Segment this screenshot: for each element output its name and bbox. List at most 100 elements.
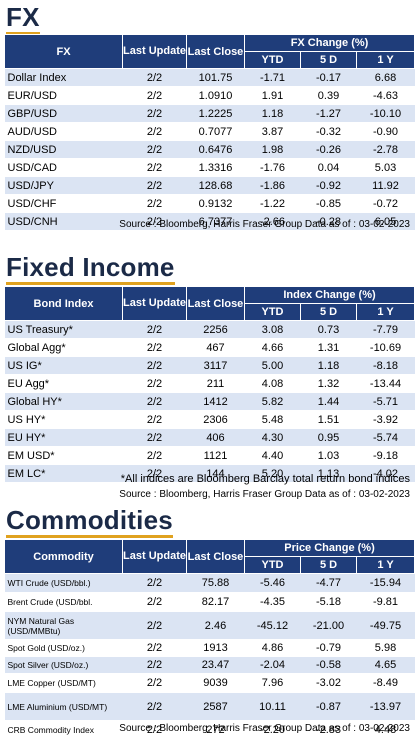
fixed-income-cell-1y: -5.71	[356, 392, 415, 411]
fx-cell-1y: -4.63	[356, 86, 415, 105]
fixed-income-cell-last-close: 467	[186, 338, 245, 357]
fx-cell-last-close: 101.75	[186, 68, 245, 87]
fixed-income-cell-last-close: 2306	[186, 410, 245, 429]
fx-cell-ytd: 1.91	[244, 86, 301, 105]
commodity-row: LME Copper (USD/MT) 2/2 9039 7.96 -3.02 -8.49	[4, 673, 415, 693]
fx-row: NZD/USD 2/2 0.6476 1.98 -0.26 -2.78	[4, 140, 415, 159]
commodity-cell-name: Brent Crude (USD/bbl.	[4, 592, 123, 612]
fx-header-last-close: Last Close	[186, 34, 245, 69]
commodities-table: Commodity Last Update Last Close Price C…	[4, 539, 416, 740]
fixed-income-cell-1y: -10.69	[356, 338, 415, 357]
fx-cell-last-update: 2/2	[122, 140, 187, 159]
fx-cell-1y: -0.72	[356, 194, 415, 213]
fx-cell-1y: -2.78	[356, 140, 415, 159]
fx-cell-1y: 6.68	[356, 68, 415, 87]
commodity-cell-5d: -3.02	[300, 673, 357, 693]
fixed-income-cell-5d: 0.73	[300, 320, 357, 339]
commodity-cell-last-update: 2/2	[122, 611, 187, 640]
fixed-income-cell-last-close: 3117	[186, 356, 245, 375]
fixed-income-table: Bond Index Last Update Last Close Index …	[4, 286, 416, 483]
fi-header-ytd: YTD	[244, 303, 301, 321]
fixed-income-cell-last-update: 2/2	[122, 392, 187, 411]
fx-cell-last-update: 2/2	[122, 176, 187, 195]
fx-header-1y: 1 Y	[355, 51, 416, 69]
fi-header-name: Bond Index	[4, 286, 123, 321]
fx-row: EUR/USD 2/2 1.0910 1.91 0.39 -4.63	[4, 86, 415, 105]
commodity-cell-5d: -2.83	[300, 720, 357, 740]
fx-cell-last-close: 0.7077	[186, 122, 245, 141]
fx-section-title: FX	[6, 2, 40, 35]
fx-cell-5d: -0.26	[300, 140, 357, 159]
commodity-cell-last-update: 2/2	[122, 573, 187, 593]
fx-row: GBP/USD 2/2 1.2225 1.18 -1.27 -10.10	[4, 104, 415, 123]
commodity-cell-last-update: 2/2	[122, 692, 187, 721]
fx-cell-1y: 11.92	[356, 176, 415, 195]
commodity-cell-ytd: -45.12	[244, 611, 301, 640]
fx-cell-last-update: 2/2	[122, 86, 187, 105]
commodity-cell-last-close: 2.46	[186, 611, 245, 640]
fx-cell-1y: 5.03	[356, 158, 415, 177]
fx-cell-last-update: 2/2	[122, 194, 187, 213]
fx-header-last-update: Last Update	[122, 34, 187, 69]
fx-cell-last-update: 2/2	[122, 104, 187, 123]
fixed-income-cell-1y: -5.74	[356, 428, 415, 447]
fixed-income-cell-last-close: 2256	[186, 320, 245, 339]
fx-cell-5d: -0.28	[300, 212, 357, 231]
commodity-cell-1y: -9.81	[356, 592, 415, 612]
fixed-income-row: US HY* 2/2 2306 5.48 1.51 -3.92	[4, 410, 415, 429]
commodity-cell-ytd: 4.86	[244, 639, 301, 657]
fixed-income-cell-5d: 1.03	[300, 446, 357, 465]
commodity-cell-ytd: 7.96	[244, 673, 301, 693]
fixed-income-cell-1y: -4.02	[356, 464, 415, 483]
fixed-income-cell-name: Global HY*	[4, 392, 123, 411]
fixed-income-row: Global Agg* 2/2 467 4.66 1.31 -10.69	[4, 338, 415, 357]
fixed-income-cell-last-close: 211	[186, 374, 245, 393]
commodity-cell-1y: 4.48	[356, 720, 415, 740]
fixed-income-cell-ytd: 5.00	[244, 356, 301, 375]
commodity-cell-1y: 5.98	[356, 639, 415, 657]
fixed-income-cell-ytd: 4.08	[244, 374, 301, 393]
fx-cell-name: USD/CHF	[4, 194, 123, 213]
fixed-income-cell-last-update: 2/2	[122, 446, 187, 465]
fixed-income-cell-5d: 1.32	[300, 374, 357, 393]
fx-cell-last-update: 2/2	[122, 122, 187, 141]
fx-cell-last-close: 128.68	[186, 176, 245, 195]
fixed-income-cell-1y: -3.92	[356, 410, 415, 429]
commodity-cell-last-close: 23.47	[186, 656, 245, 674]
commodity-cell-name: CRB Commodity Index	[4, 720, 123, 740]
comm-header-last-update: Last Update	[122, 539, 187, 574]
commodity-cell-last-close: 1913	[186, 639, 245, 657]
commodity-cell-5d: -0.87	[300, 692, 357, 721]
fx-cell-name: NZD/USD	[4, 140, 123, 159]
fixed-income-cell-ytd: 4.30	[244, 428, 301, 447]
fixed-income-cell-1y: -8.18	[356, 356, 415, 375]
fx-header-ytd: YTD	[244, 51, 301, 69]
commodity-cell-name: LME Aluminium (USD/MT)	[4, 692, 123, 721]
commodity-cell-name: Spot Gold (USD/oz.)	[4, 639, 123, 657]
fx-row: USD/JPY 2/2 128.68 -1.86 -0.92 11.92	[4, 176, 415, 195]
fx-row: USD/CHF 2/2 0.9132 -1.22 -0.85 -0.72	[4, 194, 415, 213]
fixed-income-row: EU HY* 2/2 406 4.30 0.95 -5.74	[4, 428, 415, 447]
fx-cell-5d: -1.27	[300, 104, 357, 123]
fixed-income-cell-5d: 1.18	[300, 356, 357, 375]
commodity-cell-name: Spot Silver (USD/oz.)	[4, 656, 123, 674]
fixed-income-cell-name: EU HY*	[4, 428, 123, 447]
fx-row: AUD/USD 2/2 0.7077 3.87 -0.32 -0.90	[4, 122, 415, 141]
commodity-cell-last-close: 2587	[186, 692, 245, 721]
comm-header-name: Commodity	[4, 539, 123, 574]
commodity-row: WTI Crude (USD/bbl.) 2/2 75.88 -5.46 -4.77 -1…	[4, 573, 415, 593]
fixed-income-cell-1y: -7.79	[356, 320, 415, 339]
fixed-income-note: *All indices are Bloomberg Barclay total…	[120, 473, 410, 485]
commodity-cell-ytd: -4.35	[244, 592, 301, 612]
fi-header-change-group: Index Change (%)	[243, 286, 416, 304]
commodity-row: LME Aluminium (USD/MT) 2/2 2587 10.11 -0.87-…	[4, 692, 415, 721]
fx-cell-last-close: 0.9132	[186, 194, 245, 213]
comm-header-change-group: Price Change (%)	[243, 539, 416, 557]
commodity-row: Brent Crude (USD/bbl. 2/2 82.17 -4.35 -5.18-…	[4, 592, 415, 612]
commodity-cell-1y: -15.94	[356, 573, 415, 593]
fx-cell-last-close: 1.0910	[186, 86, 245, 105]
fx-header-name: FX	[4, 34, 123, 69]
fx-cell-ytd: -1.86	[244, 176, 301, 195]
commodities-section-title: Commodities	[6, 505, 173, 538]
commodity-cell-5d: -4.77	[300, 573, 357, 593]
